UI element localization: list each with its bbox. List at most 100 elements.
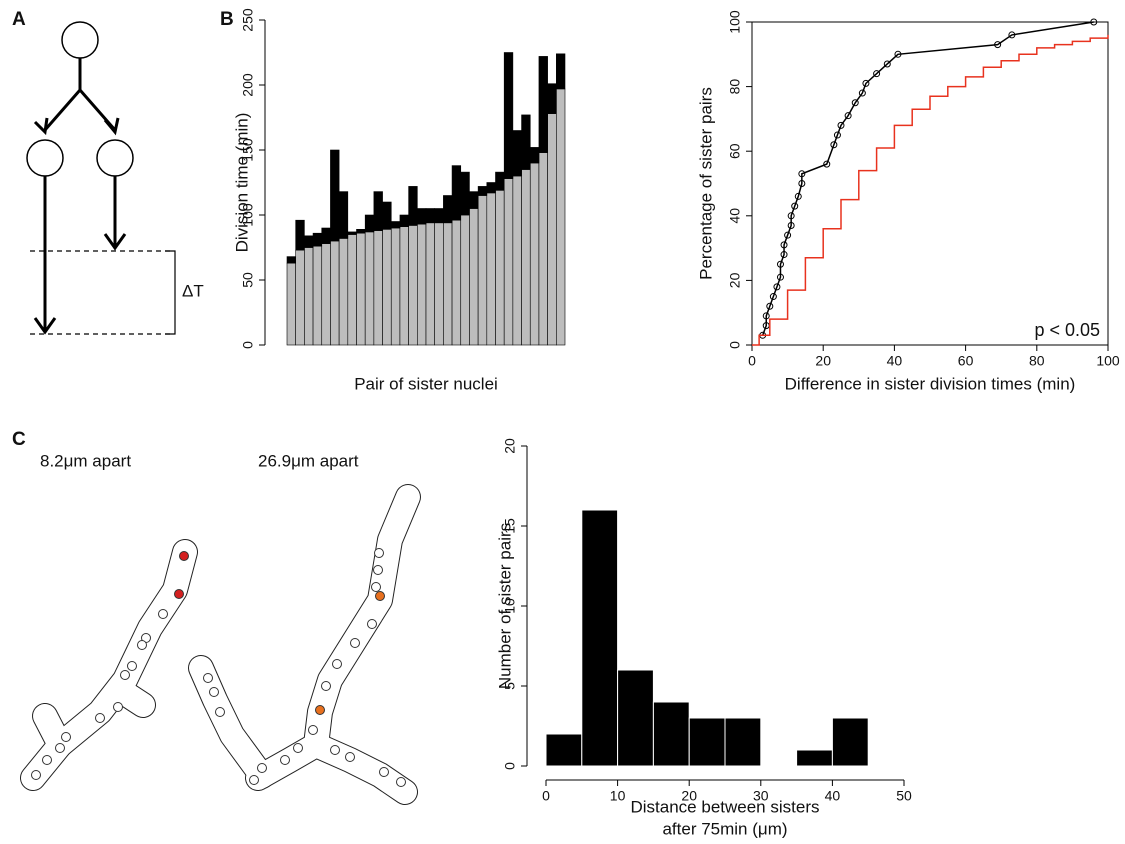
bar-segment bbox=[503, 178, 514, 346]
x-tick-label: 10 bbox=[610, 788, 626, 804]
bar-segment bbox=[399, 214, 409, 227]
bar-segment bbox=[417, 208, 427, 225]
hypha-right bbox=[188, 484, 421, 805]
bar-segment bbox=[434, 208, 444, 224]
data-point bbox=[823, 160, 831, 168]
x-axis-label: Distance between sisters bbox=[631, 797, 820, 816]
bar-segment bbox=[538, 152, 548, 346]
x-tick-label: 40 bbox=[887, 353, 903, 369]
bar-segment bbox=[312, 232, 323, 247]
y-axis-label: Division time (min) bbox=[232, 113, 251, 253]
bar-segment bbox=[382, 229, 392, 346]
bar-segment bbox=[390, 221, 401, 229]
histogram-bar bbox=[796, 749, 833, 767]
micrograph-label: 26.9μm apart bbox=[258, 451, 359, 470]
bar-segment bbox=[451, 219, 462, 346]
micrograph-label: 8.2μm apart bbox=[40, 451, 131, 470]
bar-segment bbox=[486, 192, 496, 346]
y-tick-label: 0 bbox=[240, 341, 256, 349]
bar-segment bbox=[373, 191, 383, 231]
data-point bbox=[873, 70, 881, 78]
bar-segment bbox=[408, 225, 418, 346]
y-tick-label: 250 bbox=[240, 8, 256, 32]
bar-segment bbox=[469, 208, 479, 346]
data-point bbox=[794, 192, 802, 200]
bar-segment bbox=[338, 191, 349, 239]
bar-segment bbox=[347, 231, 357, 235]
y-tick-label: 40 bbox=[727, 208, 743, 224]
bar-segment bbox=[521, 169, 531, 346]
series-line bbox=[761, 21, 1094, 336]
data-point bbox=[1008, 31, 1016, 39]
data-point bbox=[1090, 18, 1098, 26]
data-point bbox=[837, 121, 845, 129]
x-tick-label: 60 bbox=[958, 353, 974, 369]
bar-segment bbox=[408, 186, 418, 226]
x-axis-label: Pair of sister nuclei bbox=[354, 374, 498, 393]
bar-segment bbox=[451, 165, 462, 221]
bar-segment bbox=[390, 227, 401, 346]
bar-segment bbox=[330, 149, 340, 242]
x-axis-label: after 75min (μm) bbox=[662, 819, 787, 838]
bar-segment bbox=[399, 226, 409, 346]
data-point bbox=[784, 231, 792, 239]
bar-segment bbox=[512, 130, 522, 177]
y-axis-label: Number of sister pairs bbox=[495, 523, 514, 689]
bar-segment bbox=[477, 195, 488, 346]
histogram-bar bbox=[617, 669, 654, 767]
y-tick-label: 80 bbox=[727, 79, 743, 95]
bar-segment bbox=[529, 147, 540, 164]
histogram-bar bbox=[652, 701, 690, 767]
bar-segment bbox=[382, 201, 392, 230]
bar-segment bbox=[460, 214, 470, 346]
data-point bbox=[773, 283, 781, 291]
bar-segment bbox=[286, 256, 296, 264]
bar-segment bbox=[364, 231, 375, 346]
x-tick-label: 30 bbox=[753, 788, 769, 804]
data-point bbox=[780, 251, 788, 259]
bar-segment bbox=[503, 52, 514, 179]
y-tick-label: 20 bbox=[727, 272, 743, 288]
data-point bbox=[833, 131, 841, 139]
data-point bbox=[762, 312, 770, 320]
bar-segment bbox=[556, 53, 566, 90]
bar-segment bbox=[321, 243, 331, 346]
bar-segment bbox=[521, 114, 531, 170]
panel-label: A bbox=[12, 9, 26, 30]
bar-segment bbox=[295, 219, 305, 251]
data-point bbox=[776, 273, 784, 281]
y-tick-label: 15 bbox=[502, 518, 518, 534]
histogram-bar bbox=[688, 717, 726, 767]
x-tick-label: 20 bbox=[815, 353, 831, 369]
series-line bbox=[752, 34, 1109, 346]
x-tick-label: 40 bbox=[825, 788, 841, 804]
histogram-bar bbox=[831, 717, 869, 767]
x-tick-label: 50 bbox=[896, 788, 912, 804]
data-point bbox=[780, 241, 788, 249]
annotation: p < 0.05 bbox=[1034, 320, 1100, 340]
bar-segment bbox=[304, 235, 314, 248]
data-point bbox=[883, 60, 891, 68]
bar-segment bbox=[356, 229, 366, 234]
bar-segment bbox=[338, 238, 349, 346]
data-point bbox=[787, 221, 795, 229]
data-point bbox=[766, 302, 774, 310]
bar-segment bbox=[460, 171, 470, 216]
bar-segment bbox=[304, 247, 314, 346]
bar-segment bbox=[364, 214, 375, 233]
bar-segment bbox=[425, 222, 435, 346]
bar-segment bbox=[556, 88, 566, 346]
y-tick-label: 100 bbox=[727, 10, 743, 34]
y-tick-label: 100 bbox=[240, 203, 256, 227]
bar-segment bbox=[330, 240, 340, 346]
data-point bbox=[894, 50, 902, 58]
bar-segment bbox=[321, 227, 331, 244]
data-point bbox=[798, 170, 806, 178]
bar-segment bbox=[495, 190, 505, 346]
bar-segment bbox=[512, 175, 522, 346]
y-tick-label: 60 bbox=[727, 143, 743, 159]
bar-segment bbox=[286, 262, 296, 346]
x-axis-label: Difference in sister division times (min… bbox=[785, 374, 1076, 393]
data-point bbox=[798, 180, 806, 187]
bar-segment bbox=[529, 162, 540, 346]
